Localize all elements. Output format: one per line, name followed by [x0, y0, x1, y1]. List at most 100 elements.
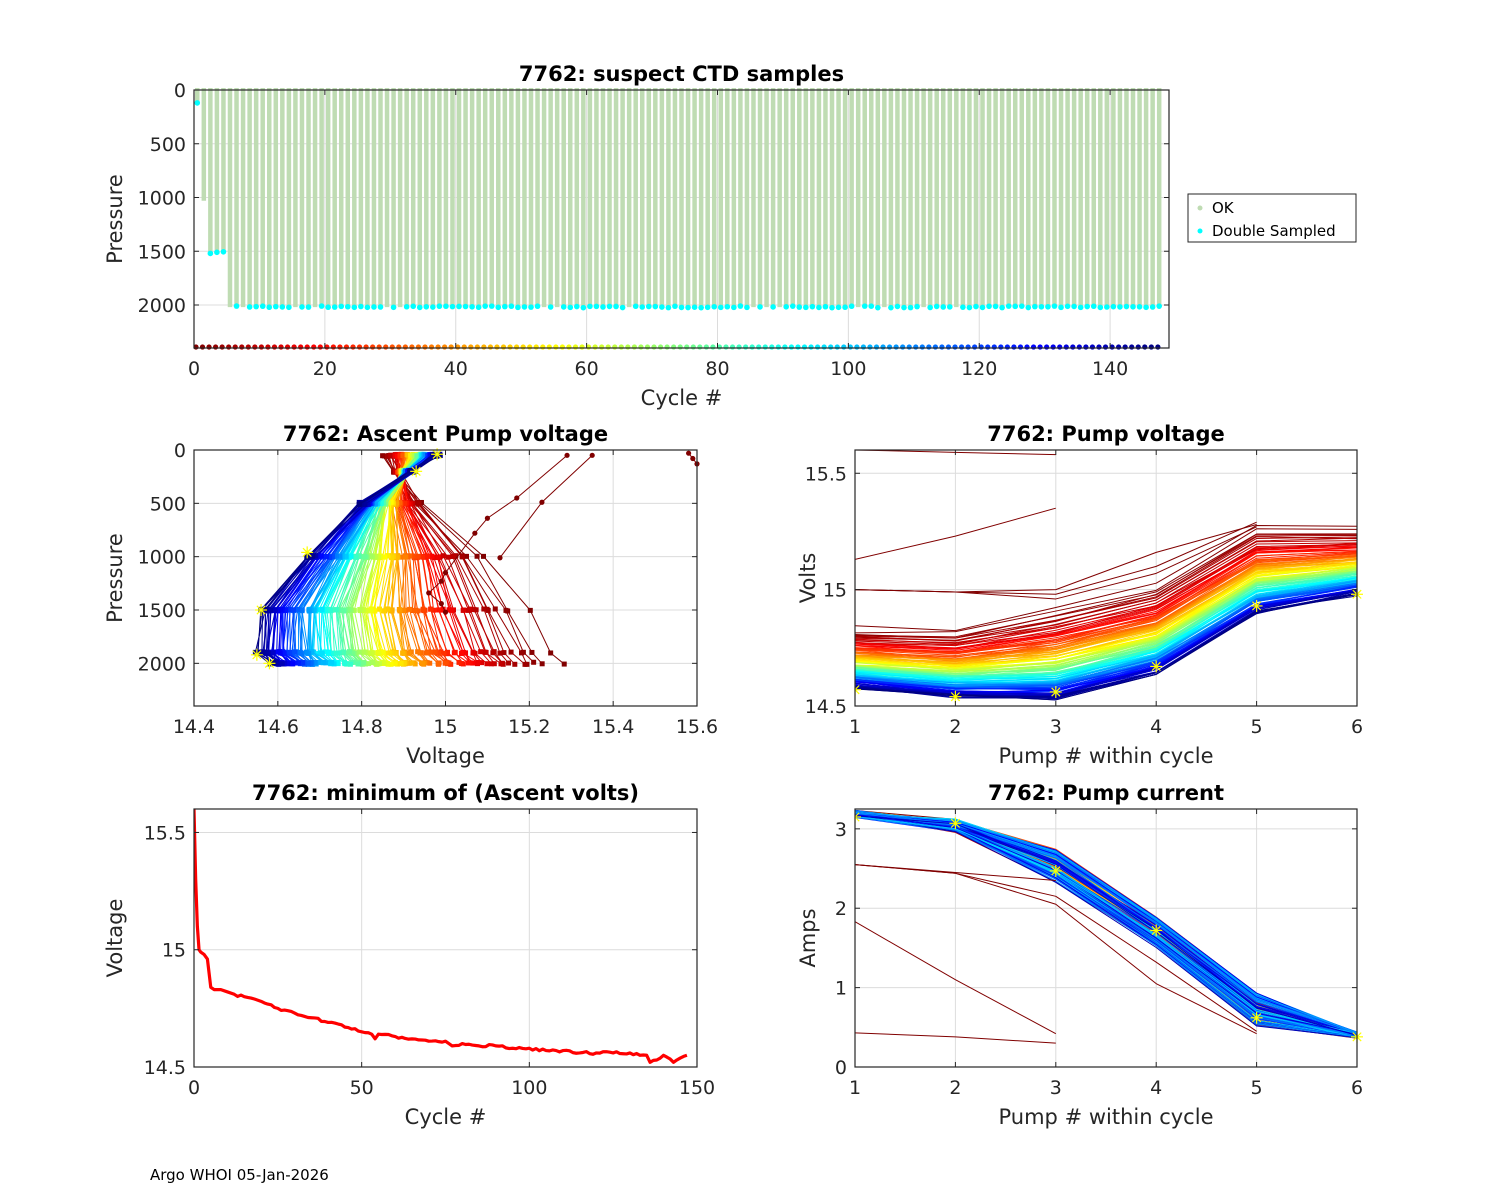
ascent-point: [372, 554, 378, 560]
double-sampled-point: [940, 304, 947, 310]
star-stroke: [411, 466, 421, 476]
ascent-point: [361, 554, 367, 560]
pump-current-line: [855, 815, 1358, 1038]
ascent-point: [381, 453, 387, 459]
pump-current-line: [855, 810, 1358, 1036]
ascent-point: [334, 650, 340, 656]
pump-current-line: [855, 813, 1358, 1036]
ascent-point: [321, 659, 327, 665]
ascent-point: [427, 660, 433, 666]
star-stroke: [855, 688, 860, 695]
ascent-point: [252, 649, 258, 655]
highlight-star: [1049, 686, 1062, 699]
cycle-marker: [350, 344, 356, 350]
cycle-marker: [298, 344, 304, 350]
double-sampled-point: [469, 303, 475, 310]
ascent-point: [376, 606, 382, 612]
double-sampled-point: [986, 303, 992, 310]
cycle-marker: [553, 344, 559, 350]
cycle-marker: [474, 344, 480, 350]
double-sampled-point: [1077, 304, 1084, 311]
y-tick-label: 2000: [138, 295, 186, 317]
ascent-point: [337, 553, 343, 559]
cycle-marker: [1024, 344, 1030, 350]
double-sampled-point: [619, 304, 626, 311]
ascent-point: [481, 606, 487, 612]
cycle-marker: [926, 344, 932, 350]
double-sampled-point: [691, 304, 698, 310]
ascent-point: [406, 660, 412, 666]
cycle-marker: [1142, 344, 1148, 350]
ascent-point: [450, 554, 456, 560]
cycle-marker: [258, 344, 264, 350]
x-tick-label: 15.6: [676, 716, 718, 738]
cycle-marker: [677, 344, 683, 350]
ascent-point: [440, 553, 446, 559]
pump-voltage-line: [855, 524, 1358, 632]
double-sampled-point: [816, 304, 822, 311]
ascent-point: [364, 608, 370, 614]
pump-current-line: [855, 815, 1358, 1037]
pump-current-line: [855, 812, 1358, 1034]
star-stroke: [855, 816, 860, 822]
cycle-marker: [514, 344, 520, 350]
double-sampled-point: [639, 304, 646, 310]
pump-current-line: [855, 814, 1358, 1036]
ascent-point: [400, 453, 406, 459]
ascent-point: [398, 661, 404, 667]
double-sampled-point: [1058, 304, 1064, 311]
cycle-marker: [886, 344, 893, 350]
cycle-marker: [428, 344, 435, 350]
ascent-point: [410, 553, 416, 559]
legend: OK Double Sampled: [1187, 193, 1357, 243]
cycle-marker: [409, 344, 415, 350]
plot-area-pumpv: [855, 449, 1363, 703]
double-sampled-point: [371, 304, 377, 310]
double-sampled-point: [659, 304, 665, 310]
ascent-point: [388, 499, 394, 505]
cycle-marker: [618, 344, 624, 350]
ascent-point: [401, 660, 407, 666]
pump-current-line: [855, 811, 1358, 1033]
ascent-point: [415, 553, 421, 559]
pump-current-line: [855, 814, 1358, 1036]
plot-area-ascent: [250, 448, 700, 670]
pump-current-outlier: [855, 864, 1257, 1035]
ascent-point: [393, 501, 399, 507]
double-sampled-point: [410, 303, 417, 310]
ascent-point: [297, 649, 303, 655]
pump-current-line: [855, 811, 1358, 1035]
pump-current-line: [855, 813, 1358, 1036]
ascent-point: [498, 661, 504, 667]
ascent-point: [483, 649, 489, 655]
y-tick-label: 1500: [138, 600, 186, 622]
double-sampled-point: [1012, 303, 1019, 310]
ascent-point: [436, 650, 442, 656]
double-sampled-point: [272, 303, 279, 310]
y-tick-label: 14.5: [805, 696, 847, 718]
pump-current-line: [855, 811, 1358, 1035]
cycle-marker: [599, 344, 605, 350]
cycle-marker: [265, 344, 271, 350]
pump-current-line: [855, 810, 1358, 1034]
ascent-point: [280, 650, 286, 656]
ascent-point: [436, 607, 442, 613]
double-sampled-point: [299, 304, 305, 310]
cycle-marker: [507, 344, 513, 350]
pump-current-outlier: [855, 1032, 1056, 1044]
x-tick-label: 3: [1050, 716, 1062, 738]
pump-current-line: [855, 813, 1358, 1035]
double-sampled-point: [358, 303, 364, 310]
cycle-marker: [284, 344, 291, 350]
double-sampled-point: [515, 304, 521, 311]
ascent-point: [420, 606, 426, 612]
pump-current-line: [855, 814, 1358, 1038]
double-sampled-point: [613, 303, 619, 310]
ascent-point: [322, 608, 328, 614]
pump-voltage-outlier: [855, 521, 1257, 595]
double-sampled-point: [233, 303, 240, 309]
chart-pumpv: 1 2 3 4 5 6 14.5 15 15.5 7762: Pump voltage Pump #…: [796, 422, 1363, 768]
cycle-marker: [795, 344, 801, 350]
ascent-point: [384, 453, 390, 459]
double-sampled-point: [875, 304, 881, 311]
